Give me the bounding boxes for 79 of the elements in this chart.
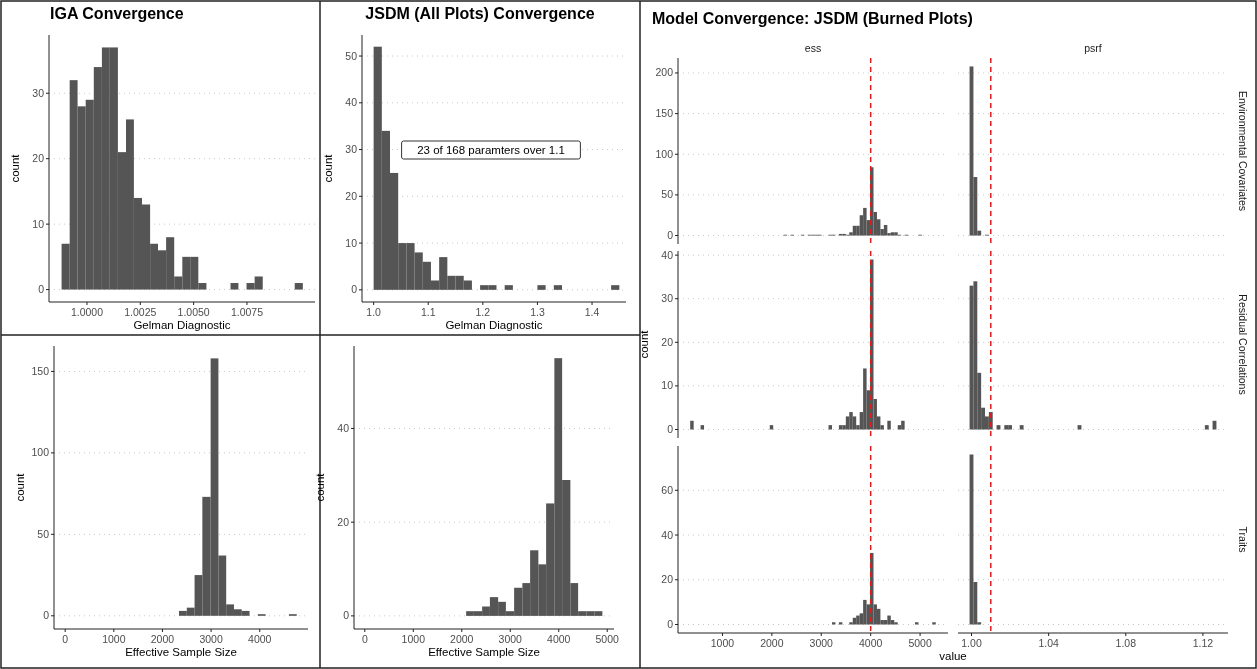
y-tick-label: 0: [43, 609, 50, 622]
y-axis-title: count: [638, 329, 650, 359]
x-tick-label: 4000: [859, 637, 883, 649]
chart-subtitle: ess: [804, 42, 822, 54]
y-tick-label: 0: [667, 618, 674, 630]
y-tick-label: 0: [351, 283, 358, 296]
y-tick-label: 0: [667, 229, 674, 242]
y-tick-label: 0: [343, 609, 350, 622]
x-tick-label: 1.1: [420, 306, 436, 318]
chart-title: JSDM (All Plots) Convergence: [365, 5, 595, 22]
text: Residual Correlations: [1237, 294, 1249, 395]
y-tick-label: 40: [337, 421, 350, 434]
y-tick-label: 50: [345, 49, 358, 62]
x-tick-label: 1.04: [1038, 637, 1060, 649]
y-tick-label: 50: [37, 527, 50, 540]
y-axis-title: count: [9, 153, 21, 183]
y-tick-label: 100: [31, 446, 50, 459]
y-tick-label: 100: [655, 147, 674, 160]
y-axis-title: count: [322, 153, 334, 183]
y-tick-label: 20: [32, 152, 45, 165]
y-tick-label: 10: [32, 217, 45, 230]
y-tick-label: 150: [31, 364, 50, 377]
x-tick-label: 1.0000: [70, 306, 104, 318]
x-tick-label: 1.08: [1115, 637, 1137, 649]
y-tick-label: 30: [32, 86, 45, 99]
y-axis-title: count: [14, 472, 26, 502]
y-tick-label: 0: [38, 283, 45, 296]
y-axis-title: count: [314, 472, 326, 502]
x-axis-title: Gelman Diagnostic: [445, 319, 543, 331]
y-tick-label: 50: [661, 188, 674, 201]
y-tick-label: 40: [345, 96, 358, 109]
x-tick-label: 1.4: [584, 306, 600, 318]
x-tick-label: 1.3: [530, 306, 545, 318]
text: Traits: [1237, 526, 1249, 553]
x-axis-title: value: [939, 650, 967, 662]
x-tick-label: 1000: [710, 637, 735, 649]
y-tick-label: 10: [345, 236, 358, 249]
x-tick-label: 4000: [547, 633, 571, 645]
x-tick-label: 0: [62, 633, 69, 645]
chart-subtitle: psrf: [1084, 42, 1102, 54]
y-tick-label: 0: [667, 423, 674, 435]
y-tick-label: 40: [661, 248, 674, 261]
x-tick-label: 3000: [498, 633, 523, 645]
x-tick-label: 1.00: [961, 637, 982, 649]
x-axis-title: Effective Sample Size: [428, 646, 540, 658]
x-tick-label: 2000: [760, 637, 784, 649]
x-tick-label: 5000: [908, 637, 932, 649]
x-tick-label: 2000: [450, 633, 474, 645]
y-tick-label: 20: [337, 515, 350, 528]
annotation: 23 of 168 paramters over 1.1: [417, 144, 565, 156]
y-tick-label: 40: [661, 528, 674, 541]
y-tick-label: 150: [655, 107, 674, 120]
y-tick-label: 200: [655, 66, 674, 79]
y-tick-label: 30: [345, 143, 358, 156]
x-tick-label: 1000: [102, 633, 126, 645]
x-tick-label: 4000: [248, 633, 272, 645]
chart-title: IGA Convergence: [50, 5, 184, 22]
x-tick-label: 3000: [809, 637, 834, 649]
chart-title: Model Convergence: JSDM (Burned Plots): [652, 10, 973, 27]
x-tick-label: 0: [361, 633, 368, 645]
y-tick-label: 10: [661, 379, 674, 392]
x-tick-label: 2000: [150, 633, 175, 645]
x-tick-label: 3000: [199, 633, 223, 645]
y-tick-label: 20: [345, 189, 358, 202]
x-tick-label: 1.12: [1192, 637, 1214, 649]
y-tick-label: 30: [661, 292, 674, 305]
text: Environmental Covariates: [1237, 90, 1249, 212]
y-tick-label: 60: [661, 483, 674, 496]
x-tick-label: 1.0: [366, 306, 382, 318]
x-tick-label: 1.2: [475, 306, 491, 318]
x-tick-label: 1.0075: [230, 306, 264, 318]
x-tick-label: 1.0050: [177, 306, 210, 318]
x-tick-label: 1.0025: [124, 306, 157, 318]
x-axis-title: Effective Sample Size: [125, 646, 237, 658]
x-axis-title: Gelman Diagnostic: [133, 319, 231, 331]
x-tick-label: 5000: [595, 633, 620, 645]
x-tick-label: 1000: [401, 633, 426, 645]
y-tick-label: 20: [661, 573, 674, 586]
y-tick-label: 20: [661, 335, 674, 348]
